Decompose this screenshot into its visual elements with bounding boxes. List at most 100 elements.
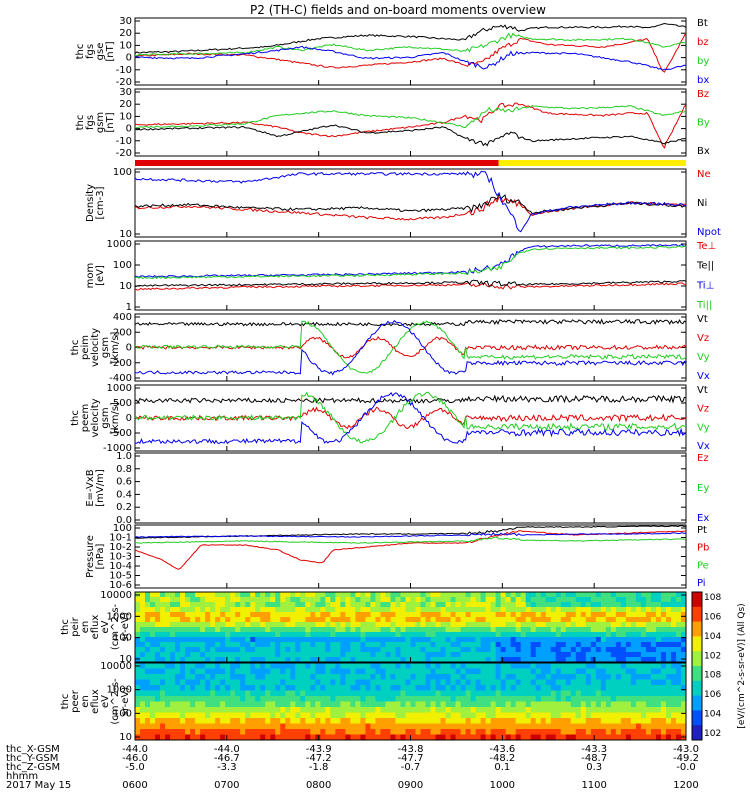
- heatmap-cell: [585, 707, 592, 713]
- heatmap-cell: [445, 685, 451, 691]
- heatmap-cell: [405, 685, 411, 691]
- heatmap-cell: [145, 696, 151, 702]
- heatmap-cell: [550, 734, 557, 741]
- heatmap-cell: [365, 622, 371, 628]
- heatmap-cell: [150, 674, 156, 680]
- heatmap-cell: [360, 647, 366, 653]
- heatmap-cell: [435, 602, 441, 608]
- heatmap-cell: [335, 612, 341, 618]
- colorbar-tick: 106: [704, 612, 721, 622]
- heatmap-cell: [190, 718, 196, 724]
- heatmap-cell: [215, 637, 221, 643]
- heatmap-cell: [680, 729, 687, 735]
- heatmap-cell: [560, 718, 567, 724]
- heatmap-cell: [275, 592, 281, 598]
- heatmap-cell: [365, 637, 371, 643]
- heatmap-cell: [390, 592, 396, 598]
- heatmap-cell: [425, 642, 431, 648]
- heatmap-cell: [475, 642, 482, 648]
- heatmap-cell: [555, 696, 562, 702]
- heatmap-cell: [260, 647, 266, 653]
- heatmap-cell: [255, 712, 261, 719]
- heatmap-cell: [590, 690, 597, 697]
- heatmap-cell: [570, 647, 577, 653]
- heatmap-cell: [235, 612, 241, 618]
- heatmap-cell: [390, 696, 396, 702]
- heatmap-cell: [245, 701, 251, 708]
- heatmap-cell: [345, 632, 351, 638]
- heatmap-cell: [505, 592, 512, 598]
- heatmap-cell: [460, 622, 466, 628]
- time-tick-label: 0900: [398, 780, 423, 791]
- heatmap-cell: [325, 712, 331, 719]
- heatmap-cell: [290, 690, 296, 697]
- heatmap-cell: [440, 734, 446, 741]
- heatmap-cell: [355, 668, 361, 675]
- heatmap-cell: [605, 612, 612, 618]
- heatmap-cell: [640, 592, 647, 598]
- heatmap-cell: [565, 668, 572, 675]
- heatmap-cell: [200, 707, 206, 713]
- heatmap-cell: [440, 729, 446, 735]
- heatmap-cell: [365, 642, 371, 648]
- heatmap-cell: [345, 729, 351, 735]
- heatmap-cell: [650, 592, 657, 598]
- heatmap-cell: [525, 690, 532, 697]
- heatmap-cell: [435, 612, 441, 618]
- heatmap-cell: [530, 668, 537, 675]
- heatmap-cell: [555, 612, 562, 618]
- heatmap-cell: [280, 685, 286, 691]
- heatmap-cell: [195, 685, 201, 691]
- heatmap-cell: [640, 707, 647, 713]
- heatmap-cell: [370, 617, 376, 623]
- heatmap-cell: [220, 607, 226, 613]
- heatmap-cell: [450, 622, 456, 628]
- heatmap-cell: [670, 679, 677, 686]
- heatmap-cell: [550, 701, 557, 708]
- heatmap-cell: [155, 718, 161, 724]
- heatmap-cell: [205, 734, 211, 741]
- heatmap-cell: [650, 723, 657, 730]
- heatmap-cell: [525, 663, 532, 669]
- series-bx: [135, 45, 686, 71]
- heatmap-cell: [645, 679, 652, 686]
- heatmap-cell: [620, 617, 627, 623]
- heatmap-cell: [275, 729, 281, 735]
- heatmap-cell: [185, 607, 191, 613]
- heatmap-cell: [425, 597, 431, 603]
- heatmap-cell: [320, 627, 326, 633]
- heatmap-cell: [385, 734, 391, 741]
- heatmap-cell: [315, 632, 321, 638]
- heatmap-cell: [240, 712, 246, 719]
- heatmap-cell: [595, 612, 602, 618]
- heatmap-cell: [145, 707, 151, 713]
- heatmap-cell: [330, 663, 336, 669]
- heatmap-cell: [550, 690, 557, 697]
- heatmap-cell: [540, 657, 547, 663]
- heatmap-cell: [295, 627, 301, 633]
- heatmap-cell: [525, 707, 532, 713]
- time-tick-label: 1100: [581, 780, 606, 791]
- y-axis-label-line: en: [80, 621, 91, 634]
- heatmap-cell: [405, 707, 411, 713]
- heatmap-cell: [160, 718, 166, 724]
- heatmap-cell: [545, 663, 552, 669]
- heatmap-cell: [355, 592, 361, 598]
- heatmap-cell: [680, 718, 687, 724]
- heatmap-cell: [360, 612, 366, 618]
- heatmap-cell: [430, 642, 436, 648]
- panel-frame: [134, 384, 687, 452]
- heatmap-cell: [665, 679, 672, 686]
- heatmap-cell: [370, 612, 376, 618]
- heatmap-cell: [495, 679, 502, 686]
- y-tick-label: 10: [119, 111, 132, 122]
- heatmap-cell: [185, 679, 191, 686]
- heatmap-cell: [175, 632, 181, 638]
- heatmap-cell: [530, 607, 537, 613]
- heatmap-cell: [630, 685, 637, 691]
- heatmap-cell: [360, 723, 366, 730]
- time-tick-label: 1200: [673, 780, 698, 791]
- heatmap-cell: [435, 622, 441, 628]
- heatmap-cell: [595, 652, 602, 658]
